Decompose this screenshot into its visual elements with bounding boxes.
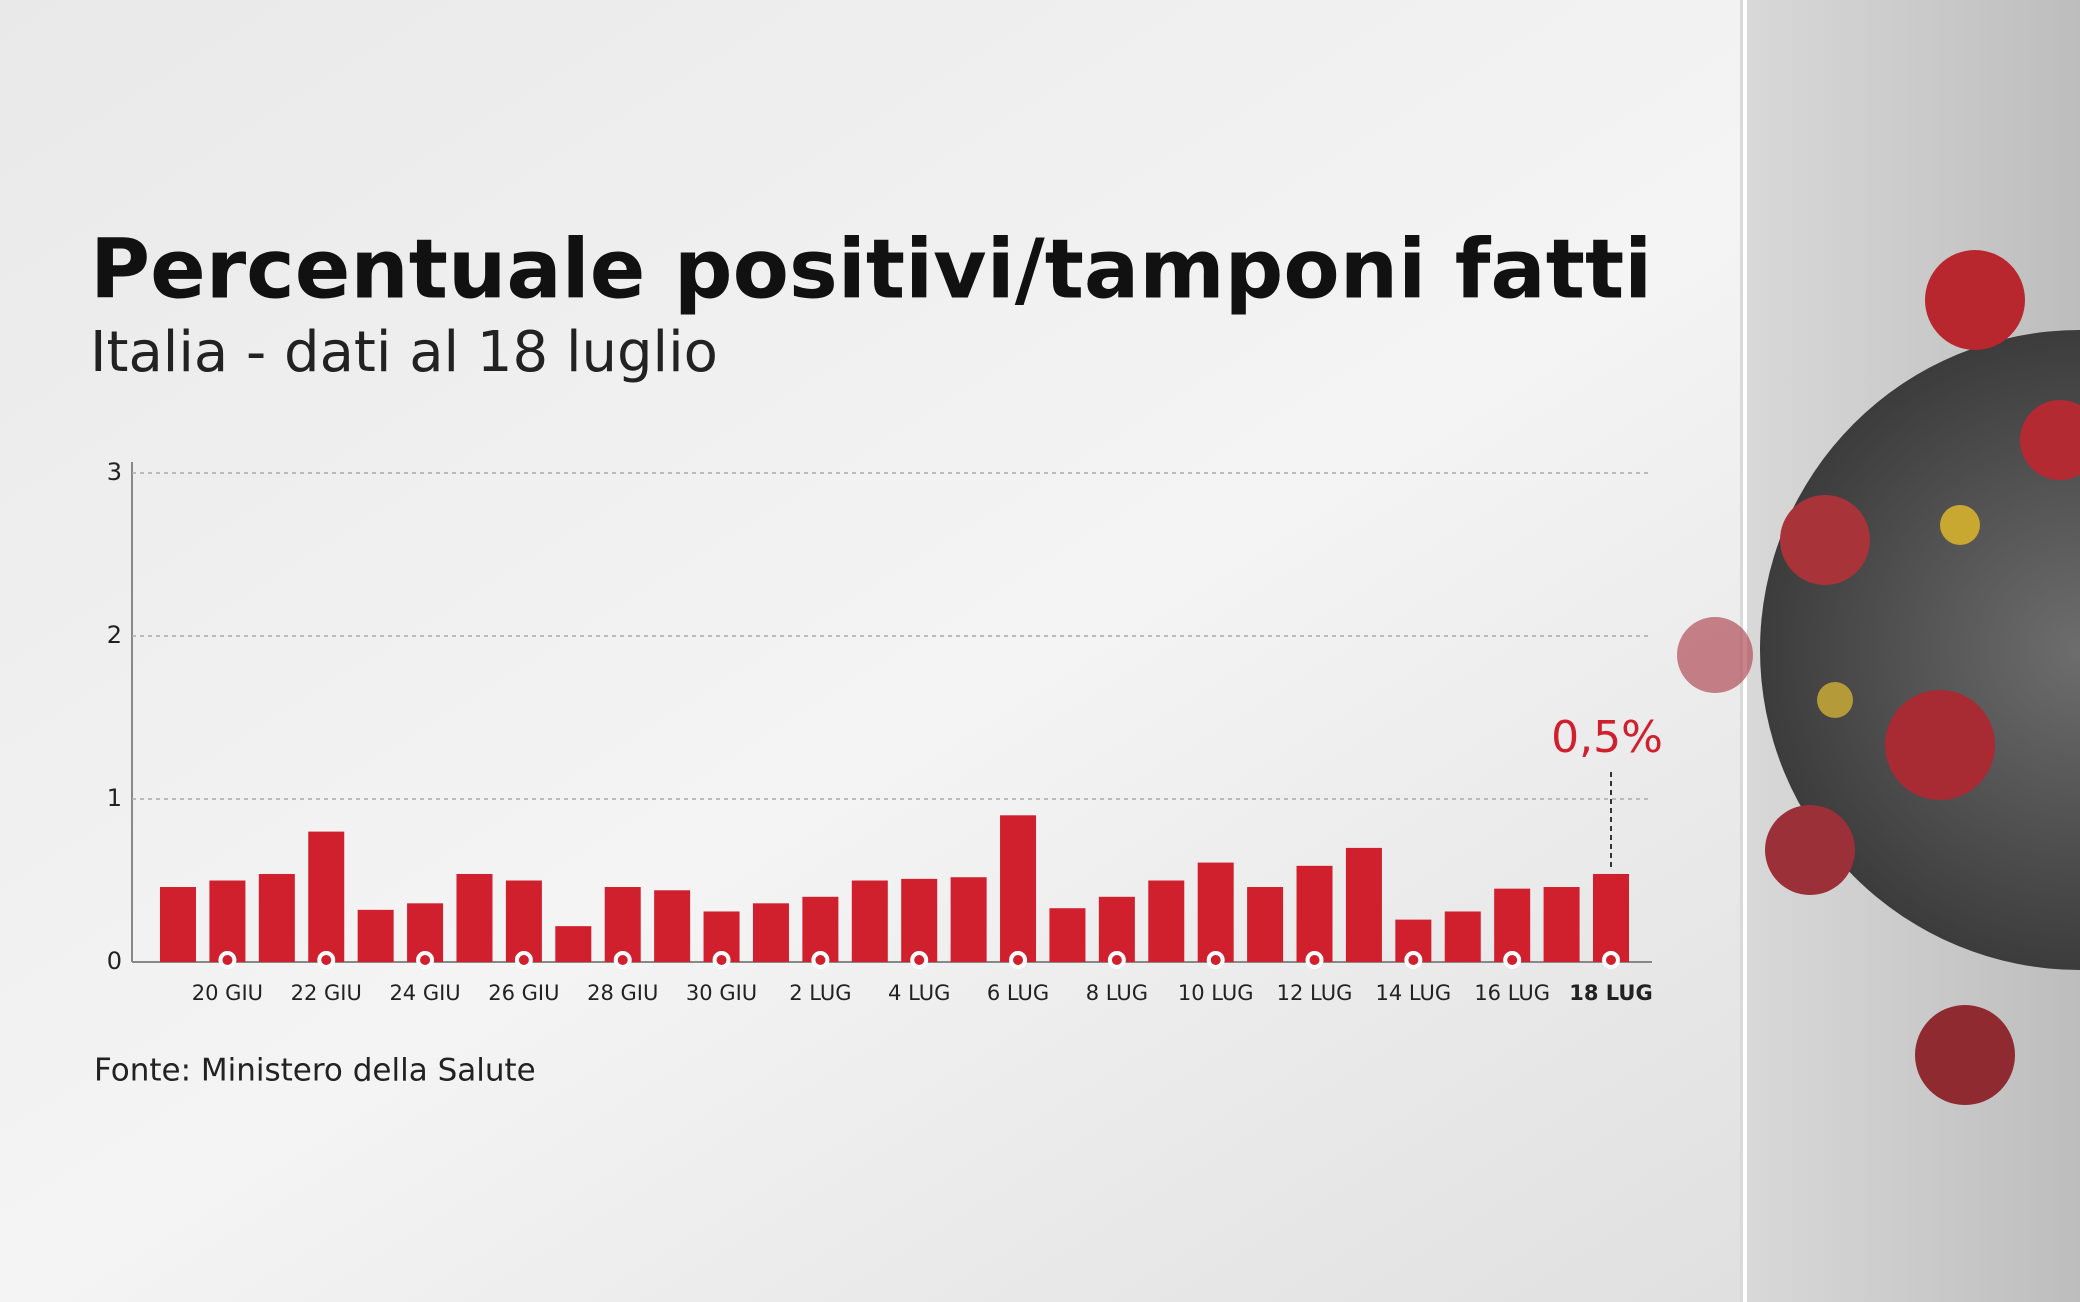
bar (1444, 911, 1481, 962)
date-marker (1602, 951, 1620, 969)
date-marker (416, 951, 435, 969)
bar (160, 887, 196, 962)
bar (851, 880, 888, 962)
date-marker (910, 951, 929, 969)
bar (752, 903, 789, 962)
x-tick-label: 30 GIU (686, 981, 757, 1005)
bar (258, 873, 295, 962)
x-tick-label: 24 GIU (389, 981, 460, 1005)
bar (555, 926, 592, 962)
x-tick-label: 8 LUG (1086, 981, 1148, 1005)
date-marker (218, 951, 237, 969)
x-tick-label: 18 LUG (1569, 981, 1652, 1005)
chart-title: Percentuale positivi/tamponi fatti (90, 222, 1652, 317)
x-tick-label: 12 LUG (1277, 981, 1353, 1005)
source: Fonte: Ministero della Salute (94, 1053, 536, 1089)
x-tick-label: 26 GIU (488, 981, 559, 1005)
x-tick-label: 14 LUG (1375, 981, 1451, 1005)
date-marker (1404, 951, 1423, 969)
bar (1593, 873, 1629, 962)
bar (1148, 880, 1185, 962)
bar (1000, 815, 1037, 962)
bar (901, 878, 938, 962)
date-marker (317, 951, 336, 969)
date-marker (712, 951, 731, 969)
bar (604, 887, 641, 962)
y-tick-label: 0 (107, 947, 122, 975)
y-tick-label: 2 (107, 621, 122, 649)
x-tick-label: 16 LUG (1474, 981, 1550, 1005)
value-label: 0,5% (1551, 712, 1663, 763)
bar (1345, 847, 1382, 962)
date-marker (1305, 951, 1324, 969)
bar (456, 873, 493, 962)
bar (505, 880, 542, 962)
bar (1247, 887, 1284, 962)
y-tick-label: 1 (107, 784, 122, 812)
x-tick-label: 6 LUG (987, 981, 1049, 1005)
date-marker (613, 951, 632, 969)
date-marker (1206, 951, 1225, 969)
bar (654, 890, 691, 962)
bar (308, 831, 345, 962)
bar (1049, 908, 1086, 962)
bar (1197, 862, 1234, 962)
date-marker (1009, 951, 1028, 969)
y-tick-label: 3 (107, 458, 122, 486)
chart-subtitle: Italia - dati al 18 luglio (90, 320, 718, 385)
virus-illustration (1677, 250, 2080, 1105)
date-marker (1107, 951, 1126, 969)
x-tick-label: 28 GIU (587, 981, 658, 1005)
bar (1494, 888, 1531, 962)
bar (1543, 887, 1580, 962)
x-tick-label: 4 LUG (888, 981, 950, 1005)
bar (950, 877, 987, 962)
date-marker (1503, 951, 1522, 969)
x-tick-label: 20 GIU (192, 981, 263, 1005)
date-marker (811, 951, 830, 969)
bar (357, 909, 394, 962)
bar (1296, 865, 1333, 962)
x-tick-label: 2 LUG (789, 981, 851, 1005)
bar (209, 880, 246, 962)
date-marker (514, 951, 533, 969)
x-tick-label: 10 LUG (1178, 981, 1254, 1005)
x-tick-label: 22 GIU (291, 981, 362, 1005)
